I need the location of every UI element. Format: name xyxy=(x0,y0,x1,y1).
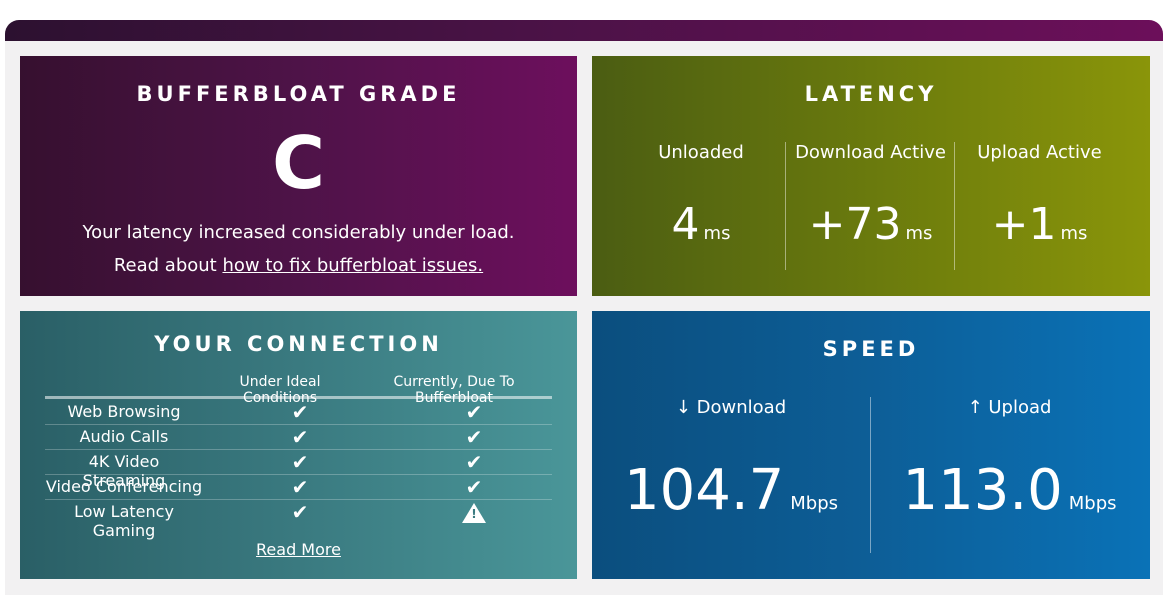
grade-title: BUFFERBLOAT GRADE xyxy=(136,82,461,106)
check-icon: ✔ xyxy=(291,400,309,424)
upload-unit: Mbps xyxy=(1068,493,1117,514)
grade-read-about: Read about how to fix bufferbloat issues… xyxy=(20,249,577,282)
speed-upload: ↑ Upload 113.0 Mbps xyxy=(870,397,1148,553)
row-label: Low Latency Gaming xyxy=(74,502,174,540)
latency-label: Upload Active xyxy=(977,142,1102,163)
bufferbloat-grade-card: BUFFERBLOAT GRADE C Your latency increas… xyxy=(20,56,577,296)
latency-upload-active: Upload Active +1 ms xyxy=(954,142,1124,270)
latency-unit: ms xyxy=(703,223,731,244)
download-value: 104.7 Mbps xyxy=(592,458,870,523)
check-icon: ✔ xyxy=(465,475,483,499)
speed-title: SPEED xyxy=(822,337,920,361)
top-header-bar xyxy=(5,20,1163,44)
grade-letter: C xyxy=(272,121,325,205)
latency-download-active: Download Active +73 ms xyxy=(785,142,955,270)
latency-number: 4 xyxy=(671,199,700,250)
table-row: Video Conferencing ✔ ✔ xyxy=(45,475,552,500)
latency-number: +1 xyxy=(991,199,1057,250)
grade-description-block: Your latency increased considerably unde… xyxy=(20,216,577,282)
table-row: Low Latency Gaming ✔ ! xyxy=(45,500,552,540)
latency-unit: ms xyxy=(1060,223,1088,244)
upload-number: 113.0 xyxy=(902,458,1063,523)
latency-value: +73 ms xyxy=(786,199,955,250)
check-icon: ✔ xyxy=(465,400,483,424)
check-icon: ✔ xyxy=(291,450,309,474)
row-label: Video Conferencing xyxy=(45,477,203,496)
table-row: Audio Calls ✔ ✔ xyxy=(45,425,552,450)
latency-value: +1 ms xyxy=(955,199,1124,250)
download-number: 104.7 xyxy=(623,458,785,523)
grade-description: Your latency increased considerably unde… xyxy=(82,222,515,243)
download-label: ↓ Download xyxy=(675,397,787,418)
header-divider xyxy=(45,396,552,399)
speed-download: ↓ Download 104.7 Mbps xyxy=(592,397,870,553)
latency-label: Download Active xyxy=(795,142,946,163)
read-more-link[interactable]: Read More xyxy=(256,540,341,559)
check-icon: ✔ xyxy=(291,500,309,524)
row-label: Web Browsing xyxy=(67,402,181,421)
warning-icon: ! xyxy=(454,500,494,526)
row-label: Audio Calls xyxy=(79,427,169,446)
latency-number: +73 xyxy=(808,199,902,250)
table-row: 4K Video Streaming ✔ ✔ xyxy=(45,450,552,490)
latency-unit: ms xyxy=(905,223,933,244)
latency-unloaded: Unloaded 4 ms xyxy=(616,142,786,270)
check-icon: ✔ xyxy=(291,425,309,449)
row-label: 4K Video Streaming xyxy=(82,452,166,490)
connection-title: YOUR CONNECTION xyxy=(154,332,443,356)
read-about-prefix: Read about xyxy=(113,255,223,276)
latency-label: Unloaded xyxy=(658,142,744,163)
upload-value: 113.0 Mbps xyxy=(871,458,1148,523)
fix-bufferbloat-link[interactable]: how to fix bufferbloat issues. xyxy=(222,255,484,276)
latency-value: 4 ms xyxy=(616,199,786,250)
check-icon: ✔ xyxy=(291,475,309,499)
speed-card: SPEED ↓ Download 104.7 Mbps ↑ Upload 113.… xyxy=(592,311,1150,579)
upload-label: ↑ Upload xyxy=(967,397,1052,418)
check-icon: ✔ xyxy=(465,425,483,449)
your-connection-card: YOUR CONNECTION Under Ideal Conditions C… xyxy=(20,311,577,579)
latency-card: LATENCY Unloaded 4 ms Download Active +73… xyxy=(592,56,1150,296)
check-icon: ✔ xyxy=(465,450,483,474)
download-unit: Mbps xyxy=(790,493,839,514)
latency-title: LATENCY xyxy=(804,82,938,106)
table-row: Web Browsing ✔ ✔ xyxy=(45,400,552,425)
